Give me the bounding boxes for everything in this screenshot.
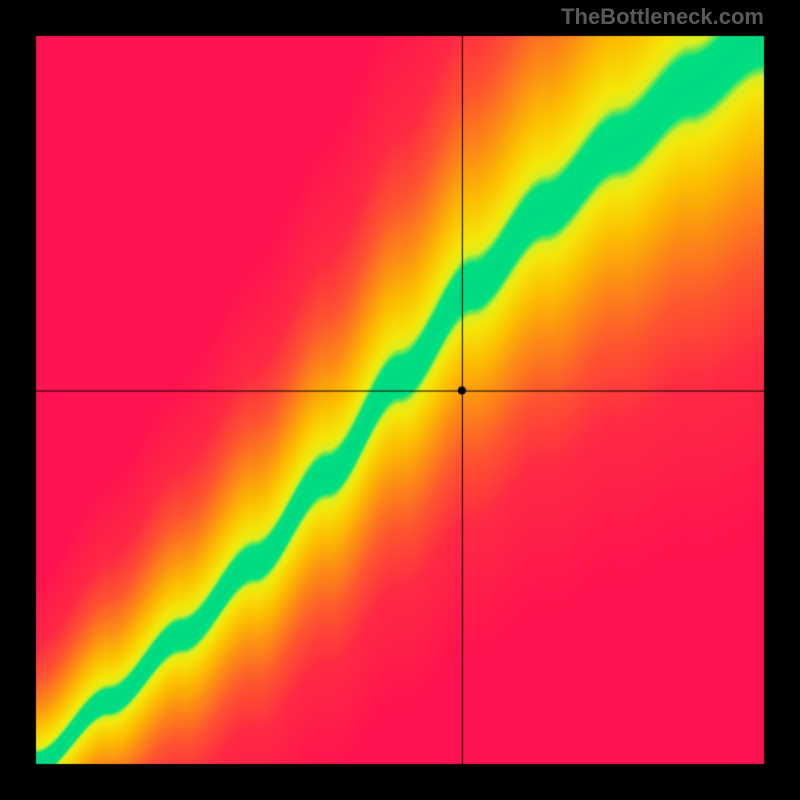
bottleneck-heatmap [0,0,800,800]
watermark-text: TheBottleneck.com [561,4,764,30]
